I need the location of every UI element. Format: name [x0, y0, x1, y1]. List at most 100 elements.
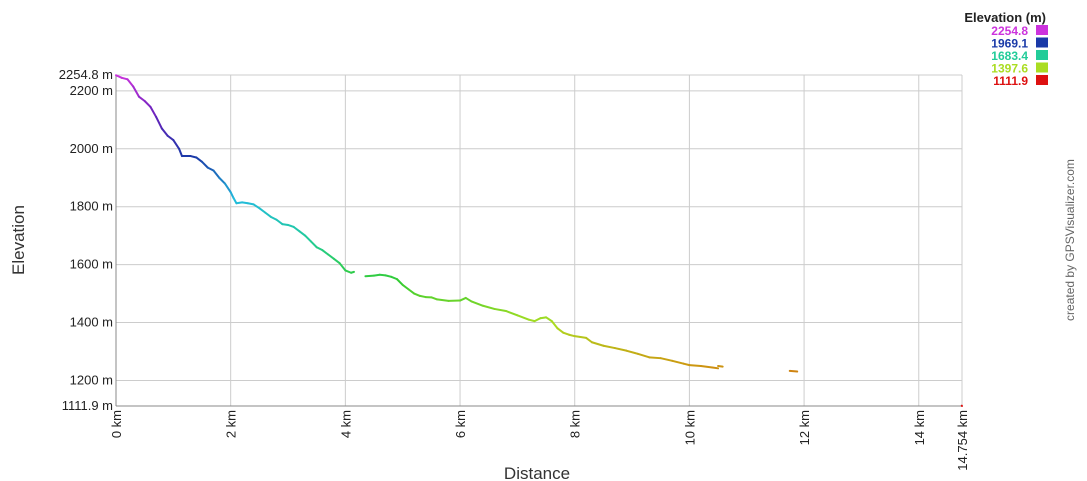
profile-line [178, 147, 183, 158]
profile-line [126, 78, 135, 88]
profile-line [590, 341, 605, 347]
profile-line [212, 169, 221, 179]
profile-line [436, 298, 450, 302]
profile-line [137, 95, 146, 103]
legend-swatch [1036, 25, 1048, 35]
axes [115, 75, 962, 407]
profile-line [166, 134, 175, 142]
profile-line [309, 240, 318, 249]
profile-line [315, 246, 324, 252]
profile-line [218, 176, 226, 185]
x-tick-label: 10 km [682, 410, 697, 445]
profile-line [229, 191, 235, 200]
profile-line [206, 166, 215, 172]
profile-line [201, 160, 209, 169]
profile-line [149, 105, 158, 118]
profile-line [252, 203, 261, 210]
profile-line [390, 275, 398, 281]
profile-line [298, 230, 307, 237]
x-tick-label: 6 km [453, 410, 468, 438]
legend-swatch [1036, 50, 1048, 60]
y-tick-label: 2254.8 m [59, 67, 113, 82]
legend-swatch [1036, 75, 1048, 85]
profile-line [327, 253, 335, 260]
profile-line [504, 309, 519, 317]
y-axis-title: Elevation [9, 205, 28, 275]
profile-line [275, 218, 284, 226]
y-tick-label: 1600 m [70, 257, 113, 272]
profile-line [132, 85, 140, 98]
grid [115, 74, 963, 407]
profile-line [717, 365, 724, 368]
x-tick-label: 8 km [568, 410, 583, 438]
x-tick-label: 0 km [109, 410, 124, 438]
profile-line [155, 115, 163, 130]
credit-text: created by GPSVisualizer.com [1063, 159, 1077, 321]
profile-line [602, 344, 616, 350]
x-tick-label: 4 km [338, 410, 353, 438]
profile-line [556, 327, 565, 334]
legend-value: 1683.4 [991, 49, 1028, 63]
x-tick-label: 14 km [912, 410, 927, 445]
profile-line [364, 274, 376, 278]
y-tick-label: 1400 m [70, 315, 113, 330]
profile-line [459, 296, 467, 302]
profile-line [699, 365, 714, 369]
elevation-profile [115, 74, 963, 407]
y-tick-label: 1200 m [70, 372, 113, 387]
profile-line [292, 225, 301, 233]
profile-line [195, 156, 204, 163]
profile-line [223, 182, 232, 194]
profile-line [481, 304, 496, 310]
profile-line [430, 296, 439, 301]
profile-line [545, 316, 553, 323]
x-axis-title: Distance [504, 464, 570, 481]
profile-line [671, 359, 685, 365]
profile-line [533, 317, 542, 323]
profile-line [407, 288, 416, 295]
profile-line [493, 307, 507, 312]
legend-swatch [1036, 62, 1048, 73]
profile-segment [788, 369, 799, 373]
legend-value: 1969.1 [991, 37, 1028, 51]
y-tick-label: 2200 m [70, 83, 113, 98]
profile-line [625, 349, 639, 355]
profile-segment [717, 365, 724, 368]
x-tick-label: 2 km [224, 410, 239, 438]
legend-value: 1397.6 [991, 62, 1028, 76]
profile-line [350, 270, 355, 274]
x-tick-labels: 0 km 2 km 4 km 6 km 8 km 10 km 12 km 14 km 14.75… [109, 410, 970, 471]
profile-line [659, 357, 674, 362]
y-tick-label: 2000 m [70, 141, 113, 156]
legend-swatch [1036, 37, 1048, 48]
profile-line [269, 215, 278, 221]
profile-line [636, 352, 651, 359]
y-tick-label: 1800 m [70, 199, 113, 214]
plot-area [116, 75, 962, 406]
profile-line [321, 249, 330, 256]
profile-line [395, 278, 404, 286]
profile-line [287, 223, 295, 228]
profile-line [304, 234, 312, 243]
legend-title: Elevation (m) [964, 10, 1046, 25]
profile-line [550, 320, 559, 330]
profile-segment [115, 74, 355, 274]
profile-line [332, 257, 341, 265]
x-tick-label: 14.754 km [955, 410, 970, 471]
profile-line [264, 211, 272, 218]
profile-line [585, 336, 593, 344]
profile-line [401, 283, 410, 291]
profile-line [338, 262, 347, 272]
legend: Elevation (m) 2254.81969.11683.41397.611… [964, 10, 1048, 88]
profile-segment [364, 273, 720, 370]
profile-line [470, 300, 484, 307]
profile-line [516, 314, 530, 321]
legend-value: 2254.8 [991, 24, 1028, 38]
y-tick-label: 1111.9 m [62, 398, 113, 413]
profile-line [613, 347, 628, 352]
profile-line [562, 331, 570, 336]
profile-line [648, 356, 662, 360]
profile-line [258, 207, 267, 214]
